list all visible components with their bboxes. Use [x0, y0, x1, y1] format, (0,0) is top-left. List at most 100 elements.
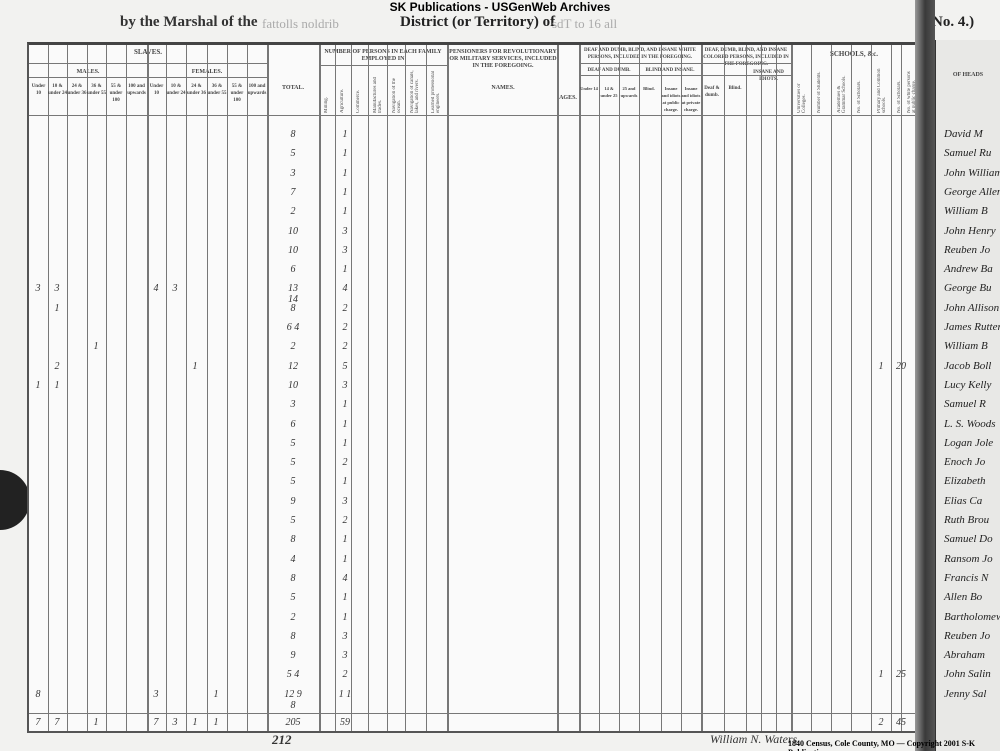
census-table: SLAVES. MALES. FEMALES. TOTAL. NUMBER OF…	[27, 42, 919, 733]
head-of-family-name: William B	[944, 205, 988, 218]
slave-count: 3	[54, 283, 60, 295]
column-rule	[267, 45, 269, 731]
head-of-family-name: George Bu	[944, 282, 992, 295]
column-rule	[599, 45, 600, 731]
head-of-family-name: Reuben Jo	[944, 243, 991, 256]
deaf-subheader: Under 14	[580, 86, 598, 91]
age-group-header: 100 and upwards	[247, 84, 267, 96]
age-group-header: 24 & under 36	[187, 84, 206, 96]
total-value: 9	[290, 650, 296, 662]
slave-total: 7	[35, 717, 41, 728]
agriculture-total: 59	[340, 717, 350, 728]
school-count: 1	[878, 669, 884, 681]
total-value: 7	[290, 186, 296, 198]
total-value: 5	[290, 437, 296, 449]
deaf-dumb-header: DEAF AND DUMB.	[587, 68, 631, 73]
column-rule	[368, 45, 369, 731]
total-value: 10	[288, 225, 298, 237]
column-rule	[447, 45, 449, 731]
slave-total: 1	[192, 717, 198, 728]
agriculture-value: 1	[342, 399, 348, 411]
agriculture-value: 1	[342, 129, 348, 140]
header-rule	[579, 75, 791, 76]
employed-subheader: Navigation of canals, lakes, and rivers.	[410, 70, 420, 113]
slave-count: 8	[35, 688, 41, 700]
slave-total: 1	[213, 717, 219, 728]
schools-subheader: No. of Scholars.	[897, 80, 902, 114]
agriculture-value: 2	[342, 341, 348, 353]
column-rule	[701, 45, 703, 731]
column-rule	[48, 45, 49, 731]
head-of-family-name: Francis N	[944, 571, 989, 584]
total-value: 5	[290, 457, 296, 469]
schools-subheader: No. of Scholars.	[857, 80, 862, 114]
marshal-signature: William N. Waters	[710, 732, 798, 746]
head-of-family-name: John William	[944, 166, 1000, 179]
header-rule	[29, 77, 267, 78]
deaf-colored-subheader: Deaf & dumb.	[704, 86, 720, 98]
column-rule	[166, 45, 167, 731]
column-rule	[746, 45, 747, 731]
schools-subheader: Primary and Common schools.	[877, 68, 887, 113]
deaf-colored-subheader: Blind.	[728, 86, 742, 91]
insane-header: INSANE AND IDIOTS.	[753, 70, 784, 82]
head-of-family-name: Ruth Brou	[944, 514, 990, 526]
agriculture-value: 1	[342, 592, 348, 604]
column-rule	[557, 45, 559, 731]
school-count: 20	[896, 360, 906, 372]
agriculture-value: 1	[342, 418, 348, 430]
column-rule	[619, 45, 620, 731]
total-value: 10	[288, 379, 298, 391]
column-rule	[891, 45, 892, 731]
schools-subheader: Universities or Colleges.	[797, 83, 807, 113]
head-of-family-name: Abraham	[944, 649, 985, 662]
head-of-family-name: David M	[944, 128, 983, 140]
column-rule	[335, 45, 336, 731]
agriculture-value: 2	[342, 515, 348, 526]
agriculture-value: 3	[342, 225, 348, 237]
column-rule	[351, 45, 352, 731]
total-value: 3	[290, 167, 296, 179]
heading-middle: District (or Territory) of	[400, 14, 556, 30]
column-rule	[639, 45, 640, 731]
head-of-family-name: John Henry	[944, 224, 996, 237]
employed-subheader: Commerce.	[356, 89, 361, 113]
head-of-family-name: John Salin	[944, 668, 991, 681]
total-value: 3	[290, 399, 296, 411]
head-of-family-name: Samuel Ru	[944, 147, 992, 160]
page-binding	[915, 0, 935, 751]
agriculture-value: 1	[342, 148, 348, 160]
header-rule	[29, 115, 917, 116]
total-value: 2	[290, 206, 296, 218]
head-of-family-name: Lucy Kelly	[944, 378, 992, 391]
column-rule	[831, 45, 832, 731]
slave-count: 3	[35, 283, 41, 295]
column-rule	[901, 45, 902, 731]
slave-count: 1	[93, 341, 99, 353]
slave-total: 3	[172, 717, 178, 728]
column-rule	[851, 45, 852, 731]
agriculture-value: 1 1	[338, 688, 352, 700]
agriculture-value: 3	[342, 630, 348, 642]
total-value: 5	[290, 515, 296, 526]
agriculture-value: 2	[342, 669, 348, 681]
heading-left: by the Marshal of the	[120, 14, 258, 30]
slave-count: 1	[54, 379, 60, 391]
head-of-family-name: Elizabeth	[944, 475, 986, 488]
head-of-family-name: Ransom Jo	[944, 552, 993, 565]
head-of-family-name: Samuel R	[944, 398, 986, 411]
heads-header: OF HEADS	[952, 72, 984, 78]
total-value: 2	[290, 341, 296, 353]
agriculture-value: 2	[342, 457, 348, 469]
column-rule	[387, 45, 388, 731]
age-group-header: 55 & under 100	[230, 84, 244, 103]
total-value: 2	[290, 611, 296, 623]
slave-count: 1	[35, 379, 41, 391]
head-of-family-name: George Allen	[944, 185, 1000, 198]
column-rule	[227, 45, 228, 731]
agriculture-value: 1	[342, 553, 348, 565]
total-value: 10	[288, 244, 298, 256]
head-of-family-name: Reuben Jo	[944, 629, 991, 642]
agriculture-value: 1	[342, 167, 348, 179]
